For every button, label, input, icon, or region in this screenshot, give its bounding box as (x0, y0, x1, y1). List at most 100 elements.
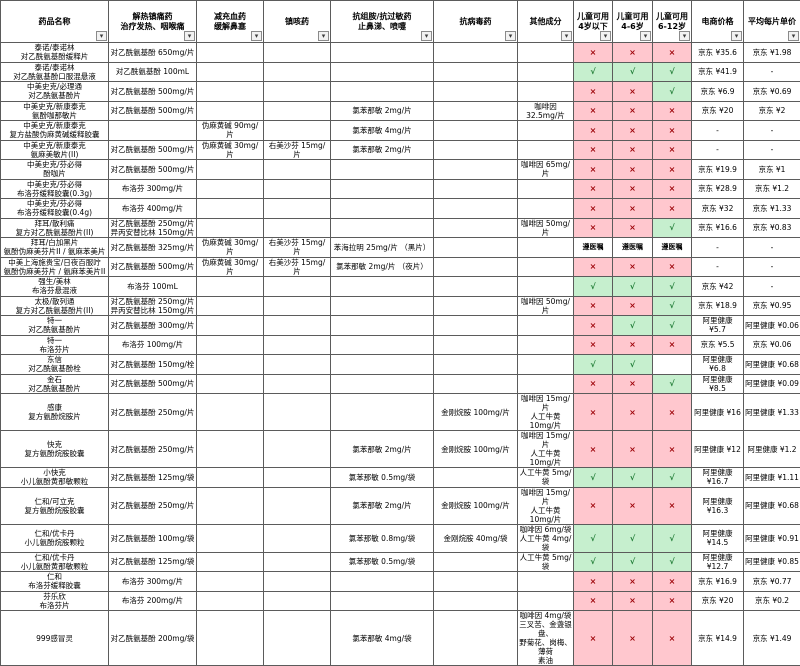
cough-cell (264, 179, 331, 199)
filter-button-unit-price[interactable]: ▾ (788, 31, 799, 41)
kid-4-6-cell: × (613, 296, 653, 316)
other-cell (518, 316, 574, 336)
other-cell: 人工牛黄 5mg/袋 (518, 552, 574, 572)
antipyretic-cell: 布洛芬 300mg/片 (109, 572, 197, 592)
kid-under4-cell: × (574, 218, 613, 238)
decongestant-cell (197, 355, 264, 375)
unit-price-cell: 京东 ¥1.49 (744, 611, 800, 666)
price-cell: - (692, 140, 744, 160)
kid-under4-cell: × (574, 257, 613, 277)
name-cell: 泰诺/泰诺林对乙酰氨基酚缓释片 (1, 43, 109, 63)
other-cell (518, 199, 574, 219)
kid-6-12-cell: × (653, 121, 692, 141)
cough-cell (264, 572, 331, 592)
other-cell: 咖啡因 50mg/片 (518, 218, 574, 238)
name-cell: 中美史克/必理通对乙酰氨基酚片 (1, 82, 109, 102)
antipyretic-cell: 布洛芬 100mg/片 (109, 335, 197, 355)
antihistamine-cell (331, 335, 434, 355)
filter-button-antihistamine[interactable]: ▾ (421, 31, 432, 41)
unit-price-cell: 阿里健康 ¥1.33 (744, 394, 800, 431)
name-cell: 金石对乙酰氨基酚片 (1, 374, 109, 394)
chevron-down-icon: ▾ (792, 33, 796, 40)
table-row: 泰诺/泰诺林对乙酰氨基酚口服混悬液对乙酰氨基酚 100mL√√√京东 ¥41.9… (1, 62, 800, 82)
kid-4-6-cell: √ (613, 524, 653, 552)
filter-button-name[interactable]: ▾ (96, 31, 107, 41)
unit-price-cell: 京东 ¥0.83 (744, 218, 800, 238)
antihistamine-cell: 苯海拉明 25mg/片 （黑片） (331, 238, 434, 258)
chevron-down-icon: ▾ (100, 33, 104, 40)
kid-4-6-cell: × (613, 199, 653, 219)
price-cell: 阿里健康 ¥16.3 (692, 487, 744, 524)
antihistamine-cell (331, 43, 434, 63)
kid-6-12-cell: √ (653, 524, 692, 552)
kid-under4-cell: × (574, 160, 613, 180)
antiviral-cell (434, 140, 518, 160)
decongestant-cell (197, 62, 264, 82)
kid-4-6-cell: × (613, 140, 653, 160)
kid-6-12-cell: √ (653, 82, 692, 102)
filter-button-kid-6-12[interactable]: ▾ (679, 31, 690, 41)
column-header-cough: 镇咳药▾ (264, 1, 331, 43)
kid-4-6-cell: √ (613, 62, 653, 82)
name-cell: 特一布洛芬片 (1, 335, 109, 355)
cough-cell (264, 487, 331, 524)
table-row: 仁和/优卡丹小儿氨酚黄那敏颗粒对乙酰氨基酚 125mg/袋氯苯那敏 0.5mg/… (1, 552, 800, 572)
antipyretic-cell: 对乙酰氨基酚 500mg/片 (109, 82, 197, 102)
kid-4-6-cell: × (613, 572, 653, 592)
kid-under4-cell: √ (574, 62, 613, 82)
kid-under4-cell: × (574, 43, 613, 63)
kid-under4-cell: × (574, 374, 613, 394)
other-cell (518, 591, 574, 611)
table-row: 太极/散列通复方对乙酰氨基酚片(II)对乙酰氨基酚 250mg/片异丙安替比林 … (1, 296, 800, 316)
price-cell: 京东 ¥32 (692, 199, 744, 219)
table-row: 中美史克/芬必得布洛芬缓释胶囊(0.3g)布洛芬 300mg/片×××京东 ¥2… (1, 179, 800, 199)
kid-6-12-cell: √ (653, 218, 692, 238)
antiviral-cell (434, 199, 518, 219)
kid-under4-cell: × (574, 199, 613, 219)
column-header-label: 抗病毒药 (435, 17, 516, 27)
price-cell: 京东 ¥5.5 (692, 335, 744, 355)
price-cell: - (692, 238, 744, 258)
kid-4-6-cell: × (613, 82, 653, 102)
decongestant-cell (197, 316, 264, 336)
other-cell (518, 82, 574, 102)
price-cell: 阿里健康 ¥16.7 (692, 468, 744, 488)
price-cell: 京东 ¥20 (692, 101, 744, 121)
filter-button-decongestant[interactable]: ▾ (251, 31, 262, 41)
filter-button-kid-4-6[interactable]: ▾ (640, 31, 651, 41)
filter-button-kid-under4[interactable]: ▾ (600, 31, 611, 41)
filter-button-price[interactable]: ▾ (731, 31, 742, 41)
filter-button-antipyretic[interactable]: ▾ (184, 31, 195, 41)
antihistamine-cell: 氯苯那敏 0.8mg/袋 (331, 524, 434, 552)
antihistamine-cell (331, 277, 434, 297)
column-header-label: 其他成分 (519, 17, 572, 27)
antipyretic-cell (109, 121, 197, 141)
cough-cell (264, 101, 331, 121)
filter-button-antiviral[interactable]: ▾ (505, 31, 516, 41)
column-header-name: 药品名称▾ (1, 1, 109, 43)
decongestant-cell (197, 524, 264, 552)
column-header-other: 其他成分 ▾ (518, 1, 574, 43)
antipyretic-cell: 对乙酰氨基酚 500mg/片 (109, 257, 197, 277)
cough-cell (264, 160, 331, 180)
price-cell: 京东 ¥42 (692, 277, 744, 297)
antihistamine-cell (331, 591, 434, 611)
table-row: 强生/美林布洛芬悬混液布洛芬 100mL√√√京东 ¥42- (1, 277, 800, 297)
kid-4-6-cell: × (613, 487, 653, 524)
kid-6-12-cell: × (653, 140, 692, 160)
unit-price-cell: 京东 ¥1.33 (744, 199, 800, 219)
price-cell: 阿里健康 ¥5.7 (692, 316, 744, 336)
antipyretic-cell: 对乙酰氨基酚 150mg/栓 (109, 355, 197, 375)
antiviral-cell (434, 101, 518, 121)
kid-4-6-cell: √ (613, 355, 653, 375)
antihistamine-cell: 氯苯那敏 2mg/片 (331, 140, 434, 160)
price-cell: 京东 ¥28.9 (692, 179, 744, 199)
name-cell: 小快克小儿氨酚黄那敏颗粒 (1, 468, 109, 488)
chevron-down-icon: ▾ (188, 33, 192, 40)
filter-button-cough[interactable]: ▾ (318, 31, 329, 41)
cough-cell (264, 591, 331, 611)
table-row: 感康复方氨酚烷胺片对乙酰氨基酚 250mg/片金刚烷胺 100mg/片咖啡因 1… (1, 394, 800, 431)
filter-button-other[interactable]: ▾ (561, 31, 572, 41)
